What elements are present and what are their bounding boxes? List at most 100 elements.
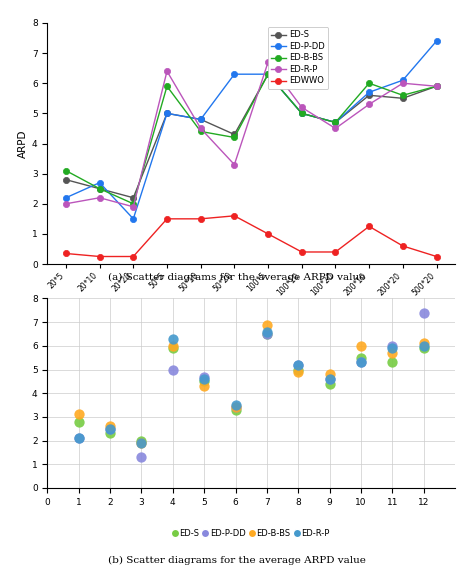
ED-S <box>299 110 305 117</box>
ED-R-P <box>137 439 145 448</box>
ED-S <box>63 176 69 183</box>
ED-P-DD <box>201 372 208 381</box>
ED-B-BS <box>333 119 338 126</box>
ED-B-BS <box>400 92 406 99</box>
ED-S <box>326 379 333 388</box>
ED-S <box>97 185 102 192</box>
ED-P-DD <box>299 110 305 117</box>
ED-P-DD <box>265 71 271 77</box>
Legend: ED-S, ED-P-DD, ED-B-BS, ED-R-P, EDWWO: ED-S, ED-P-DD, ED-B-BS, ED-R-P, EDWWO <box>268 27 328 89</box>
ED-S <box>137 436 145 445</box>
ED-B-BS <box>198 128 203 135</box>
ED-S <box>231 131 237 138</box>
ED-R-P <box>299 104 305 111</box>
ED-R-P <box>389 344 396 353</box>
ED-S <box>434 83 439 90</box>
ED-R-P <box>130 203 136 210</box>
ED-B-BS <box>63 167 69 174</box>
ED-P-DD <box>420 308 428 317</box>
ED-R-P <box>198 125 203 132</box>
ED-S <box>333 119 338 126</box>
ED-B-BS <box>97 185 102 192</box>
EDWWO <box>434 253 439 260</box>
ED-R-P <box>400 80 406 87</box>
ED-S <box>198 116 203 123</box>
ED-R-P <box>63 200 69 207</box>
EDWWO <box>299 249 305 255</box>
ED-S <box>164 110 170 117</box>
ED-R-P <box>201 374 208 383</box>
X-axis label: n*m: n*m <box>239 300 263 310</box>
EDWWO <box>333 249 338 255</box>
ED-B-BS <box>265 71 271 77</box>
ED-B-BS <box>434 83 439 90</box>
ED-P-DD <box>294 360 302 370</box>
ED-P-DD <box>326 374 333 383</box>
ED-S <box>201 377 208 386</box>
ED-P-DD <box>434 38 439 45</box>
ED-P-DD <box>198 116 203 123</box>
ED-P-DD <box>263 329 271 339</box>
ED-R-P <box>333 125 338 132</box>
ED-B-BS <box>389 348 396 358</box>
ED-B-BS <box>232 403 239 412</box>
Text: (b) Scatter diagrams for the average ARPD value: (b) Scatter diagrams for the average ARP… <box>108 556 366 565</box>
EDWWO <box>164 215 170 222</box>
EDWWO <box>97 253 102 260</box>
ED-R-P <box>366 101 372 108</box>
ED-R-P <box>75 433 82 443</box>
EDWWO <box>366 223 372 230</box>
ED-P-DD <box>137 452 145 461</box>
ED-B-BS <box>357 341 365 350</box>
ED-B-BS <box>420 339 428 348</box>
Y-axis label: ARPD: ARPD <box>18 129 28 158</box>
EDWWO <box>63 250 69 257</box>
ED-B-BS <box>169 341 177 350</box>
Line: ED-B-BS: ED-B-BS <box>63 71 440 207</box>
EDWWO <box>231 212 237 219</box>
ED-P-DD <box>389 341 396 350</box>
ED-B-BS <box>263 320 271 329</box>
ED-B-BS <box>164 83 170 90</box>
ED-R-P <box>106 424 114 433</box>
Line: ED-S: ED-S <box>63 71 440 201</box>
ED-B-BS <box>130 200 136 207</box>
ED-S <box>294 365 302 374</box>
ED-S <box>106 429 114 438</box>
Line: ED-P-DD: ED-P-DD <box>63 38 440 222</box>
ED-P-DD <box>75 433 82 443</box>
ED-R-P <box>420 341 428 350</box>
ED-S <box>366 92 372 99</box>
ED-S <box>232 405 239 414</box>
ED-B-BS <box>294 367 302 377</box>
EDWWO <box>400 242 406 249</box>
ED-P-DD <box>232 403 239 412</box>
ED-P-DD <box>231 71 237 77</box>
ED-R-P <box>265 59 271 65</box>
ED-P-DD <box>357 358 365 367</box>
ED-P-DD <box>169 365 177 374</box>
ED-S <box>400 95 406 102</box>
ED-R-P <box>169 334 177 343</box>
ED-B-BS <box>299 110 305 117</box>
ED-P-DD <box>97 179 102 186</box>
ED-S <box>263 329 271 339</box>
ED-R-P <box>232 401 239 410</box>
ED-P-DD <box>333 119 338 126</box>
ED-R-P <box>326 374 333 383</box>
ED-R-P <box>97 194 102 201</box>
ED-R-P <box>294 360 302 370</box>
ED-S <box>389 358 396 367</box>
ED-S <box>357 353 365 362</box>
ED-B-BS <box>231 134 237 141</box>
ED-B-BS <box>201 382 208 391</box>
ED-B-BS <box>106 422 114 431</box>
Legend: ED-S, ED-P-DD, ED-B-BS, ED-R-P: ED-S, ED-P-DD, ED-B-BS, ED-R-P <box>169 526 333 542</box>
EDWWO <box>130 253 136 260</box>
ED-S <box>420 344 428 353</box>
ED-B-BS <box>75 410 82 419</box>
ED-P-DD <box>106 424 114 433</box>
Line: EDWWO: EDWWO <box>63 213 440 259</box>
ED-R-P <box>164 68 170 75</box>
ED-P-DD <box>164 110 170 117</box>
